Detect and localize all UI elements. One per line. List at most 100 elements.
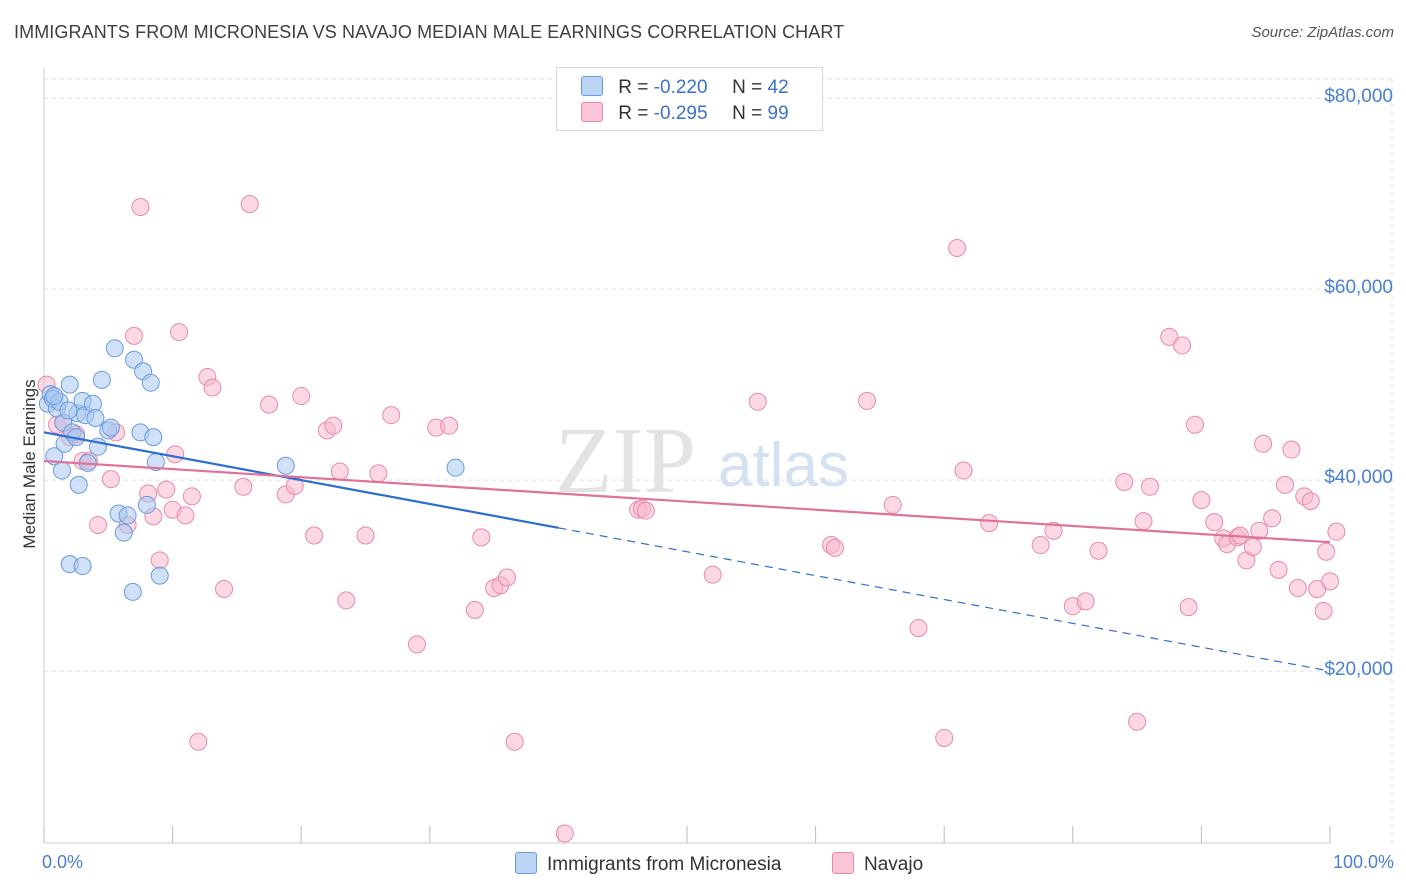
micronesia-point — [144, 428, 163, 447]
navajo-point — [465, 600, 484, 619]
navajo-point — [1185, 415, 1204, 434]
navajo-point — [440, 416, 459, 435]
micronesia-points — [38, 339, 465, 601]
navajo-point — [505, 732, 524, 751]
navajo-point — [1282, 440, 1301, 459]
n-label: N = — [732, 103, 763, 124]
navajo-point — [1089, 541, 1108, 560]
navajo-point — [1321, 572, 1339, 591]
navajo-point — [203, 378, 222, 397]
navajo-point — [1076, 592, 1095, 611]
x-tick-label-min: 0.0% — [42, 852, 84, 872]
navajo-point — [748, 392, 767, 411]
micronesia-point — [86, 409, 105, 428]
axes — [43, 68, 1331, 844]
navajo-point — [1275, 475, 1294, 494]
n-value: 42 — [767, 77, 789, 98]
navajo-point — [1317, 542, 1336, 561]
navajo-point — [1031, 536, 1050, 555]
micronesia-point — [141, 373, 160, 392]
navajo-point — [1327, 522, 1346, 541]
navajo-point — [305, 526, 324, 545]
navajo-point — [89, 515, 108, 534]
micronesia-point — [137, 495, 156, 514]
navajo-point — [1128, 712, 1147, 731]
navajo-point — [182, 487, 201, 506]
navajo-point — [234, 477, 253, 496]
navajo-point — [101, 470, 120, 489]
navajo-point — [382, 406, 401, 425]
navajo-point — [858, 391, 877, 410]
navajo-point — [1254, 434, 1273, 453]
x-tick-label-max: 100.0% — [1332, 852, 1394, 872]
micronesia-trend-line — [43, 431, 559, 529]
micronesia-point — [114, 523, 133, 542]
micronesia-point — [73, 557, 92, 576]
navajo-point — [948, 239, 967, 258]
micronesia-point — [446, 458, 465, 477]
watermark-atlas: atlas — [718, 431, 849, 500]
navajo-point — [1134, 512, 1153, 531]
micronesia-point — [59, 401, 78, 420]
legend-label: Immigrants from Micronesia — [547, 854, 782, 875]
navajo-point — [555, 824, 574, 843]
micronesia-point — [53, 461, 72, 480]
navajo-point — [1301, 492, 1320, 511]
navajo-point — [636, 501, 655, 520]
micronesia-point — [150, 566, 169, 585]
navajo-point — [1263, 509, 1282, 528]
navajo-point — [189, 732, 208, 751]
navajo-point — [1044, 521, 1063, 540]
navajo-point — [1160, 327, 1179, 346]
navajo-point — [1314, 601, 1333, 620]
watermark: ZIP atlas — [555, 409, 849, 513]
navajo-swatch — [581, 102, 603, 122]
navajo-point — [356, 526, 375, 545]
navajo-point — [407, 635, 426, 654]
navajo-point — [954, 461, 973, 480]
navajo-point — [909, 619, 928, 638]
navajo-point — [703, 565, 722, 584]
navajo-point — [125, 326, 144, 345]
r-value: -0.220 — [653, 77, 708, 98]
navajo-point — [166, 445, 185, 464]
navajo-point — [935, 728, 954, 747]
navajo-point — [157, 480, 176, 499]
correlation-legend: R = -0.220 N = 42 R = -0.295 N = 99 — [556, 67, 823, 131]
navajo-point — [1269, 560, 1288, 579]
navajo-point — [1115, 473, 1134, 492]
micronesia-trend-extension — [558, 527, 1331, 672]
micronesia-point — [69, 475, 88, 494]
navajo-point — [825, 538, 844, 557]
navajo-point — [330, 462, 349, 481]
trend-lines — [43, 431, 1331, 672]
navajo-point — [260, 395, 279, 414]
micronesia-point — [45, 387, 64, 406]
navajo-point — [497, 568, 516, 587]
navajo-points — [37, 195, 1346, 843]
navajo-point — [1140, 477, 1159, 496]
micronesia-point — [123, 582, 142, 601]
r-label: R = — [618, 103, 649, 124]
navajo-point — [369, 464, 388, 483]
r-value: -0.295 — [653, 103, 708, 124]
legend-item-micronesia[interactable]: Immigrants from Micronesia — [515, 852, 781, 876]
micronesia-point — [92, 370, 111, 389]
navajo-point — [292, 387, 311, 406]
navajo-point — [980, 514, 999, 533]
micronesia-point — [276, 456, 295, 475]
navajo-point — [170, 323, 189, 342]
navajo-point — [131, 197, 150, 216]
micronesia-swatch — [515, 852, 537, 874]
micronesia-swatch — [581, 76, 603, 96]
navajo-point — [1243, 537, 1262, 556]
navajo-point — [472, 528, 491, 547]
navajo-point — [337, 591, 356, 610]
navajo-point — [1288, 579, 1307, 598]
navajo-point — [1173, 336, 1192, 355]
navajo-point — [176, 506, 195, 525]
legend-item-navajo[interactable]: Navajo — [832, 852, 923, 876]
y-tick-label: $40,000 — [1324, 467, 1393, 488]
micronesia-point — [60, 375, 79, 394]
